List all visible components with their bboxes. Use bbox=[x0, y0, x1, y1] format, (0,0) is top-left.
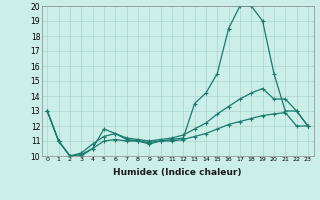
X-axis label: Humidex (Indice chaleur): Humidex (Indice chaleur) bbox=[113, 168, 242, 177]
